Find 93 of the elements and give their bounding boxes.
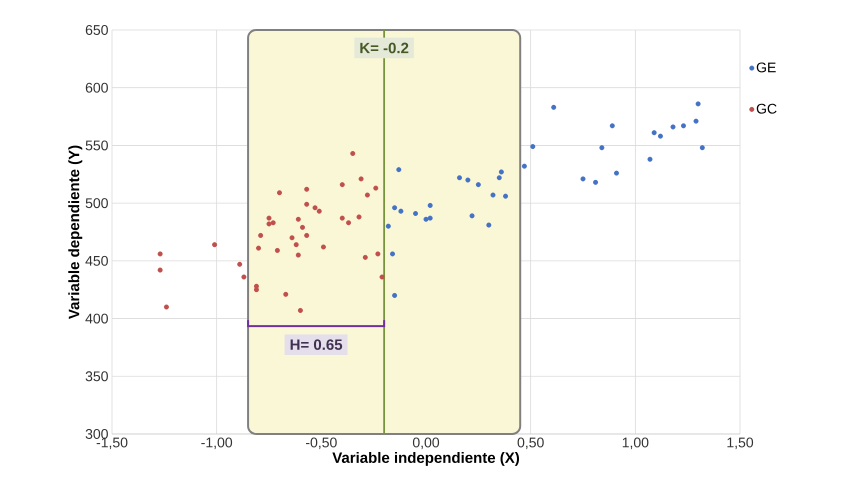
point: [465, 178, 470, 183]
x-tick-label: -0,50: [306, 438, 337, 450]
point: [312, 205, 318, 210]
point: [266, 216, 272, 221]
point: [364, 192, 370, 198]
point: [304, 232, 310, 238]
y-tick-label: 450: [85, 256, 108, 266]
point: [296, 252, 301, 258]
point: [652, 130, 657, 136]
point: [503, 194, 508, 199]
point: [551, 104, 556, 110]
point: [320, 244, 326, 250]
point: [647, 156, 652, 162]
y-tick-label: 650: [86, 25, 108, 35]
point: [530, 144, 536, 150]
point: [424, 216, 429, 222]
point: [304, 186, 310, 192]
point: [428, 216, 433, 221]
point: [375, 251, 380, 256]
point: [298, 308, 303, 313]
point: [522, 164, 527, 169]
point: [256, 246, 262, 251]
point: [694, 118, 699, 124]
y-tick-label: 500: [86, 198, 108, 208]
point: [241, 274, 246, 280]
point: [283, 292, 288, 297]
point: [158, 251, 163, 256]
y-tick-label: 600: [86, 82, 108, 93]
point: [386, 224, 391, 229]
point: [498, 169, 504, 174]
x-tick-label: 1,00: [622, 438, 648, 450]
point: [599, 145, 604, 150]
point: [350, 151, 356, 156]
point: [486, 222, 492, 228]
point: [396, 167, 402, 172]
point: [610, 123, 615, 128]
point: [614, 170, 619, 176]
point: [274, 248, 280, 253]
point: [158, 268, 163, 273]
point: [356, 214, 362, 220]
y-axis-title: Variable dependiente (Y): [68, 146, 82, 319]
point: [258, 232, 264, 238]
point: [470, 213, 475, 218]
point: [340, 182, 345, 188]
x-tick-label: 0,00: [412, 438, 440, 450]
point: [270, 220, 276, 226]
point: [392, 205, 398, 210]
annotation: H= 0.65: [290, 339, 342, 350]
point: [380, 274, 385, 280]
point: [316, 208, 322, 214]
point: [237, 262, 242, 267]
point: [340, 216, 345, 221]
x-tick-label: -1,00: [201, 438, 232, 450]
y-tick-label: 550: [86, 140, 108, 150]
point: [373, 186, 378, 191]
y-tick-label: 400: [85, 314, 108, 324]
point: [670, 124, 676, 130]
point: [398, 208, 404, 214]
point: [392, 292, 398, 298]
point: [580, 176, 586, 182]
x-axis-title: Variable independiente (X): [332, 452, 520, 466]
y-tick-label: 350: [86, 371, 108, 382]
point: [362, 254, 368, 260]
y-tick-label: 300: [86, 429, 108, 439]
point: [212, 242, 218, 248]
point: [294, 242, 299, 248]
point: [300, 224, 305, 230]
point: [358, 176, 364, 182]
point: [413, 211, 418, 216]
point: [428, 202, 433, 208]
point: [266, 221, 272, 226]
point: [490, 192, 496, 198]
ref-line-label: K= -0.2: [360, 42, 408, 54]
point: [346, 220, 352, 226]
point: [296, 216, 301, 222]
x-tick-label: -1,50: [96, 438, 128, 450]
point: [476, 182, 481, 188]
point: [680, 123, 686, 128]
point: [593, 180, 598, 185]
point: [390, 251, 396, 256]
point: [658, 134, 663, 139]
point: [456, 175, 462, 180]
point: [304, 202, 310, 207]
point: [290, 235, 295, 240]
point: [696, 101, 701, 106]
legend-label: GC: [756, 104, 777, 114]
x-tick-label: 1,50: [727, 438, 754, 450]
point: [700, 145, 705, 150]
point: [164, 304, 169, 310]
point: [276, 190, 282, 196]
x-tick-label: 0,50: [518, 438, 544, 450]
legend-label: GE: [756, 62, 776, 72]
point: [496, 175, 502, 180]
